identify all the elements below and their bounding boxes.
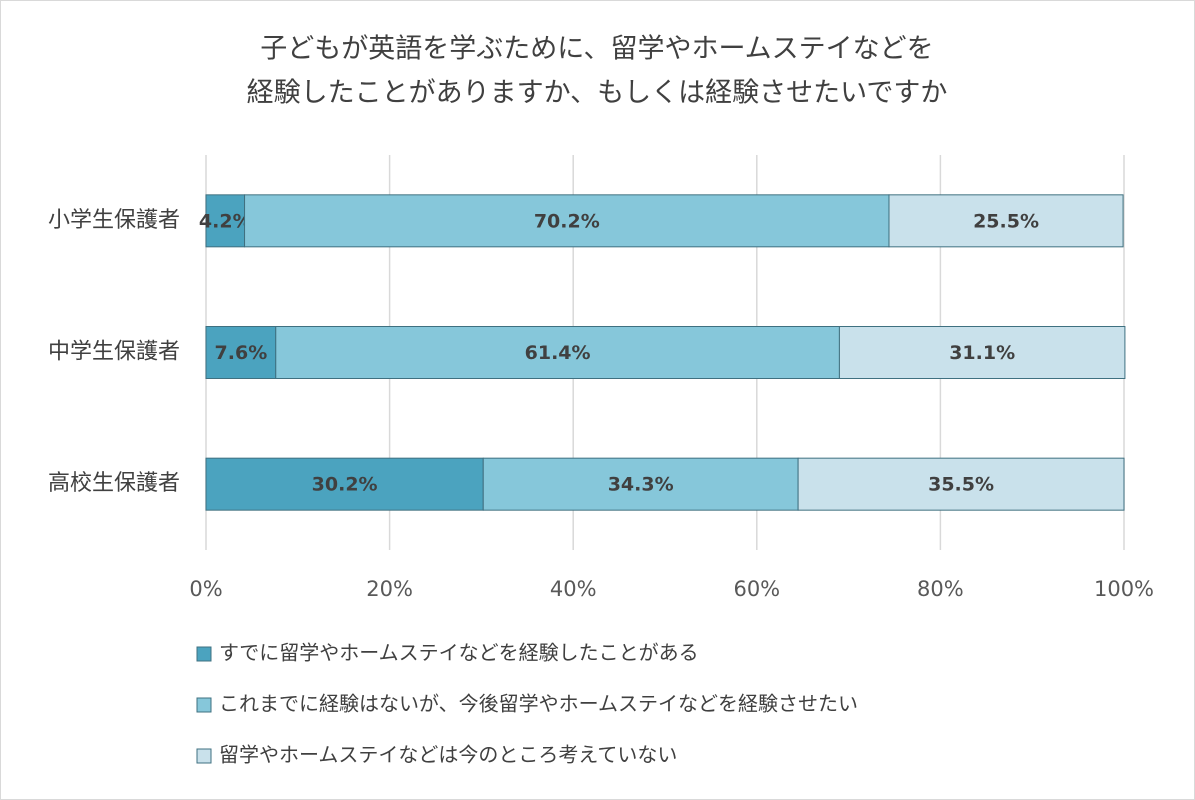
y-tick-label: 中学生保護者 <box>48 340 180 365</box>
x-tick-label: 20% <box>366 577 413 601</box>
x-tick-label: 80% <box>917 577 964 601</box>
legend-label: これまでに経験はないが、今後留学やホームステイなどを経験させたい <box>219 692 858 716</box>
bar-segment <box>275 326 840 379</box>
chart-title: 子どもが英語を学ぶために、留学やホームステイなどを <box>260 34 933 65</box>
legend-swatch <box>196 646 212 662</box>
value-label: 4.2% <box>199 210 252 232</box>
legend-swatch <box>196 697 212 713</box>
bar-segment <box>205 194 246 248</box>
bar-segment <box>888 194 1124 248</box>
x-tick-label: 60% <box>733 577 780 601</box>
x-tick-label: 100% <box>1094 577 1154 601</box>
value-label: 34.3% <box>608 474 674 496</box>
chart-title: 経験したことがありますか、もしくは経験させたいですか <box>247 78 948 109</box>
legend-label: 留学やホームステイなどは今のところ考えていない <box>219 743 677 767</box>
legend-label: すでに留学やホームステイなどを経験したことがある <box>219 641 699 665</box>
legend-swatch <box>196 748 212 764</box>
x-tick-label: 0% <box>189 577 222 601</box>
x-tick-label: 40% <box>550 577 597 601</box>
bar-segment <box>482 457 799 511</box>
bar-segment <box>205 457 484 511</box>
value-label: 35.5% <box>928 474 994 496</box>
bar-segment <box>797 457 1125 511</box>
value-label: 25.5% <box>973 210 1039 232</box>
value-label: 31.1% <box>949 342 1015 364</box>
bar-segment <box>838 326 1126 379</box>
y-tick-label: 小学生保護者 <box>48 208 180 233</box>
value-label: 70.2% <box>534 210 600 232</box>
value-label: 7.6% <box>215 342 268 364</box>
bar-segment <box>205 326 277 379</box>
value-label: 61.4% <box>525 342 591 364</box>
y-tick-label: 高校生保護者 <box>48 471 180 496</box>
value-label: 30.2% <box>312 474 378 496</box>
